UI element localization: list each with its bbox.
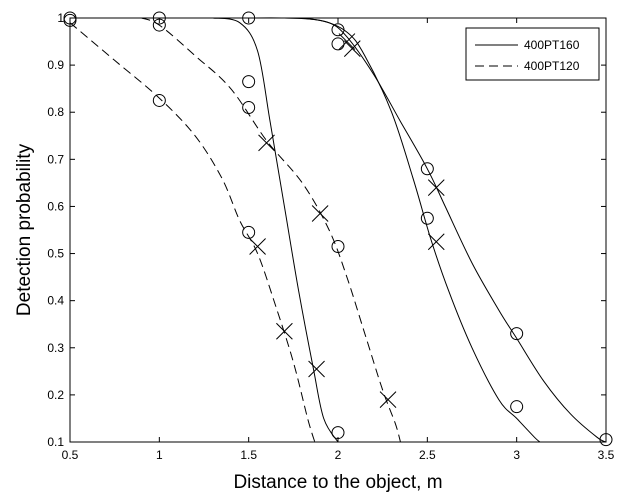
- axis-ticks: 0.5 1 1.5 2 2.5 3 3.5 0.1 0.2 0.3 0.4 0.5 0.6 0.7 0.8 0…: [47, 11, 614, 462]
- y-tick-label: 0.4: [47, 294, 64, 308]
- legend-label-400pt160: 400PT160: [524, 38, 580, 52]
- x-tick-label: 3.5: [598, 448, 615, 462]
- x-tick-label: 1.5: [240, 448, 257, 462]
- curve-dashed-3: [69, 22, 316, 443]
- x-tick-label: 2.5: [419, 448, 436, 462]
- circle-marker-16: [510, 400, 524, 414]
- curve-dashed-4: [141, 17, 401, 443]
- y-tick-label: 0.7: [47, 152, 64, 166]
- y-tick-label: 0.1: [47, 435, 64, 449]
- curve-solid-0: [212, 17, 339, 443]
- circle-marker-8: [242, 225, 256, 239]
- circle-marker-15: [510, 327, 524, 341]
- cross-marker-8: [308, 360, 325, 378]
- cross-marker-6: [249, 238, 266, 255]
- cross-marker-1: [343, 40, 361, 57]
- y-tick-label: 0.2: [47, 388, 64, 402]
- circle-marker-7: [242, 101, 256, 115]
- cross-marker-2: [258, 134, 275, 152]
- circle-marker-11: [331, 239, 345, 253]
- cross-marker-0: [338, 33, 356, 50]
- legend: 400PT160 400PT120: [465, 27, 600, 81]
- cross-marker-5: [311, 205, 329, 222]
- circle-marker-6: [242, 75, 256, 89]
- legend-label-400pt120: 400PT120: [524, 59, 580, 73]
- y-tick-label: 0.5: [47, 247, 64, 261]
- legend-box: [465, 27, 600, 81]
- cross-marker-3: [427, 179, 445, 196]
- x-tick-label: 0.5: [62, 448, 79, 462]
- x-tick-label: 2: [335, 448, 342, 462]
- y-tick-label: 0.6: [47, 199, 64, 213]
- circle-marker-9: [331, 23, 345, 37]
- cross-marker-4: [427, 233, 445, 251]
- cross-marker-9: [379, 391, 397, 408]
- y-tick-label: 1: [57, 11, 64, 25]
- cross-marker-7: [276, 322, 293, 340]
- circle-marker-14: [420, 211, 434, 225]
- x-tick-label: 1: [156, 448, 163, 462]
- y-tick-label: 0.9: [47, 58, 64, 72]
- circle-marker-4: [152, 93, 166, 107]
- y-tick-label: 0.8: [47, 105, 64, 119]
- circle-marker-13: [420, 162, 434, 176]
- y-axis-label: Detection probability: [14, 143, 35, 316]
- x-axis-label: Distance to the object, m: [233, 472, 442, 493]
- y-tick-label: 0.3: [47, 341, 64, 355]
- x-tick-label: 3: [513, 448, 520, 462]
